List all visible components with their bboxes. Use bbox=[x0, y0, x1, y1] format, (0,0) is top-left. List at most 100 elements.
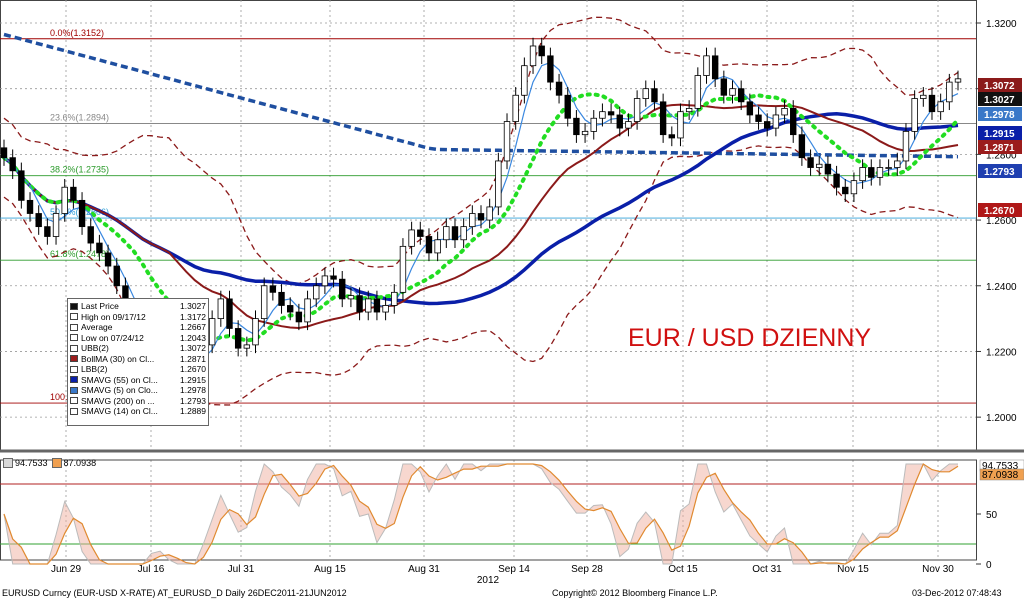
price-tag-text: 1.3072 bbox=[984, 81, 1015, 92]
candle-down bbox=[234, 328, 242, 349]
candle-up bbox=[876, 167, 884, 178]
footer-copyright: Copyright© 2012 Bloomberg Finance L.P. bbox=[552, 588, 718, 598]
candle-down bbox=[720, 78, 728, 96]
price-tag-background bbox=[978, 78, 1022, 92]
candle-up bbox=[911, 98, 918, 132]
x-tick-label: Jul 31 bbox=[228, 564, 255, 575]
candle-down bbox=[26, 199, 34, 214]
fib-label: 0.0%(1.3152) bbox=[50, 28, 104, 38]
candle-down bbox=[70, 186, 77, 201]
candle-down bbox=[78, 199, 86, 228]
candle-down bbox=[564, 94, 571, 119]
candle-up bbox=[321, 275, 329, 287]
legend-value: 1.3072 bbox=[180, 343, 206, 353]
legend-name: SMAVG (5) on Clo... bbox=[81, 385, 158, 395]
oscillator-d-line bbox=[3, 463, 959, 565]
legend-swatch bbox=[70, 397, 78, 405]
candle-up bbox=[460, 226, 467, 241]
legend-name: LBB(2) bbox=[81, 364, 108, 374]
candle-up bbox=[937, 101, 944, 113]
legend-item: BollMA (30) on Cl... 1.2871 bbox=[70, 354, 206, 365]
candle-up bbox=[920, 94, 927, 99]
candle-down bbox=[798, 134, 806, 159]
y-tick-label: 1.2400 bbox=[986, 282, 1017, 293]
candle-up bbox=[816, 163, 823, 168]
candle-down bbox=[425, 236, 433, 254]
legend-swatch bbox=[70, 355, 78, 363]
y-tick-label: 1.2200 bbox=[986, 347, 1017, 358]
candle-down bbox=[737, 88, 745, 103]
oscillator-tick-label: 50 bbox=[986, 510, 998, 521]
candle-down bbox=[286, 305, 294, 313]
x-tick-label: Aug 31 bbox=[408, 564, 440, 575]
candle-up bbox=[521, 65, 528, 96]
x-year-label: 2012 bbox=[477, 575, 500, 586]
axes: 1.32001.30001.28001.26001.24001.22001.20… bbox=[51, 19, 1017, 586]
legend-item: SMAVG (200) on ... 1.2793 bbox=[70, 396, 206, 407]
sma-200-line bbox=[3, 32, 959, 159]
oscillator-tick-label: 0 bbox=[986, 560, 992, 571]
candle-down bbox=[35, 213, 42, 228]
fib-label: 61.8%(1.2478) bbox=[50, 249, 109, 259]
candle-up bbox=[243, 344, 251, 349]
legend-name: High on 09/17/12 bbox=[81, 311, 146, 322]
candle-up bbox=[347, 295, 355, 300]
candle-up bbox=[703, 55, 710, 76]
legend-name: SMAVG (55) on Cl... bbox=[81, 374, 158, 385]
legend-value: 1.2915 bbox=[180, 374, 206, 385]
candle-down bbox=[607, 111, 615, 116]
oscillator-legend-swatch bbox=[3, 458, 13, 468]
candle-up bbox=[894, 160, 901, 168]
candle-up bbox=[512, 94, 519, 122]
main-plot-grid bbox=[0, 0, 977, 560]
legend-name: Average bbox=[81, 322, 113, 332]
candle-up bbox=[61, 186, 68, 214]
candle-down bbox=[573, 117, 580, 136]
legend-swatch bbox=[70, 344, 78, 352]
legend-item: Low on 07/24/12 1.2043 bbox=[70, 333, 206, 344]
legend-value: 1.2043 bbox=[180, 332, 206, 343]
candle-up bbox=[625, 121, 632, 129]
fib-label: 23.6%(1.2894) bbox=[50, 113, 109, 123]
legend-item: Average 1.2667 bbox=[70, 322, 206, 333]
candle-up bbox=[859, 167, 866, 182]
candle-down bbox=[477, 213, 485, 221]
x-tick-label: Sep 14 bbox=[498, 564, 530, 575]
candle-up bbox=[503, 121, 511, 162]
candle-up bbox=[694, 75, 702, 109]
legend-value: 1.2978 bbox=[180, 385, 206, 395]
legend-swatch bbox=[70, 323, 78, 331]
legend-value: 1.2871 bbox=[180, 353, 206, 364]
price-tag-background bbox=[978, 164, 1022, 178]
price-tag-text: 1.2915 bbox=[984, 129, 1015, 140]
candle-down bbox=[87, 226, 94, 244]
legend-swatch bbox=[70, 365, 78, 373]
candle-up bbox=[495, 160, 502, 208]
legend-item: LBB(2) 1.2670 bbox=[70, 364, 206, 375]
oscillator-legend: 94.7533 87.0938 bbox=[3, 458, 96, 468]
candle-down bbox=[44, 226, 51, 237]
candle-up bbox=[581, 130, 589, 136]
y-tick-label: 1.2600 bbox=[986, 216, 1017, 227]
price-tag-background bbox=[978, 92, 1022, 106]
candle-up bbox=[313, 285, 320, 300]
moving-averages bbox=[2, 32, 960, 359]
chart-legend: Last Price 1.3027 High on 09/17/12 1.3172 Av… bbox=[67, 298, 209, 426]
legend-value: 1.3027 bbox=[180, 301, 206, 311]
legend-name: SMAVG (200) on ... bbox=[81, 395, 155, 406]
candle-down bbox=[842, 186, 849, 195]
candle-up bbox=[729, 88, 736, 96]
candle-down bbox=[9, 157, 16, 172]
price-tag-text: 1.2978 bbox=[984, 110, 1015, 121]
candle-down bbox=[417, 229, 424, 237]
candle-up bbox=[52, 213, 60, 237]
candle-up bbox=[399, 245, 407, 293]
candle-down bbox=[928, 94, 936, 113]
candle-down bbox=[373, 298, 381, 313]
x-tick-label: Aug 15 bbox=[314, 564, 346, 575]
bollinger-ma-line bbox=[3, 103, 959, 330]
candle-down bbox=[790, 107, 797, 136]
legend-item: SMAVG (14) on Cl... 1.2889 bbox=[70, 406, 206, 417]
